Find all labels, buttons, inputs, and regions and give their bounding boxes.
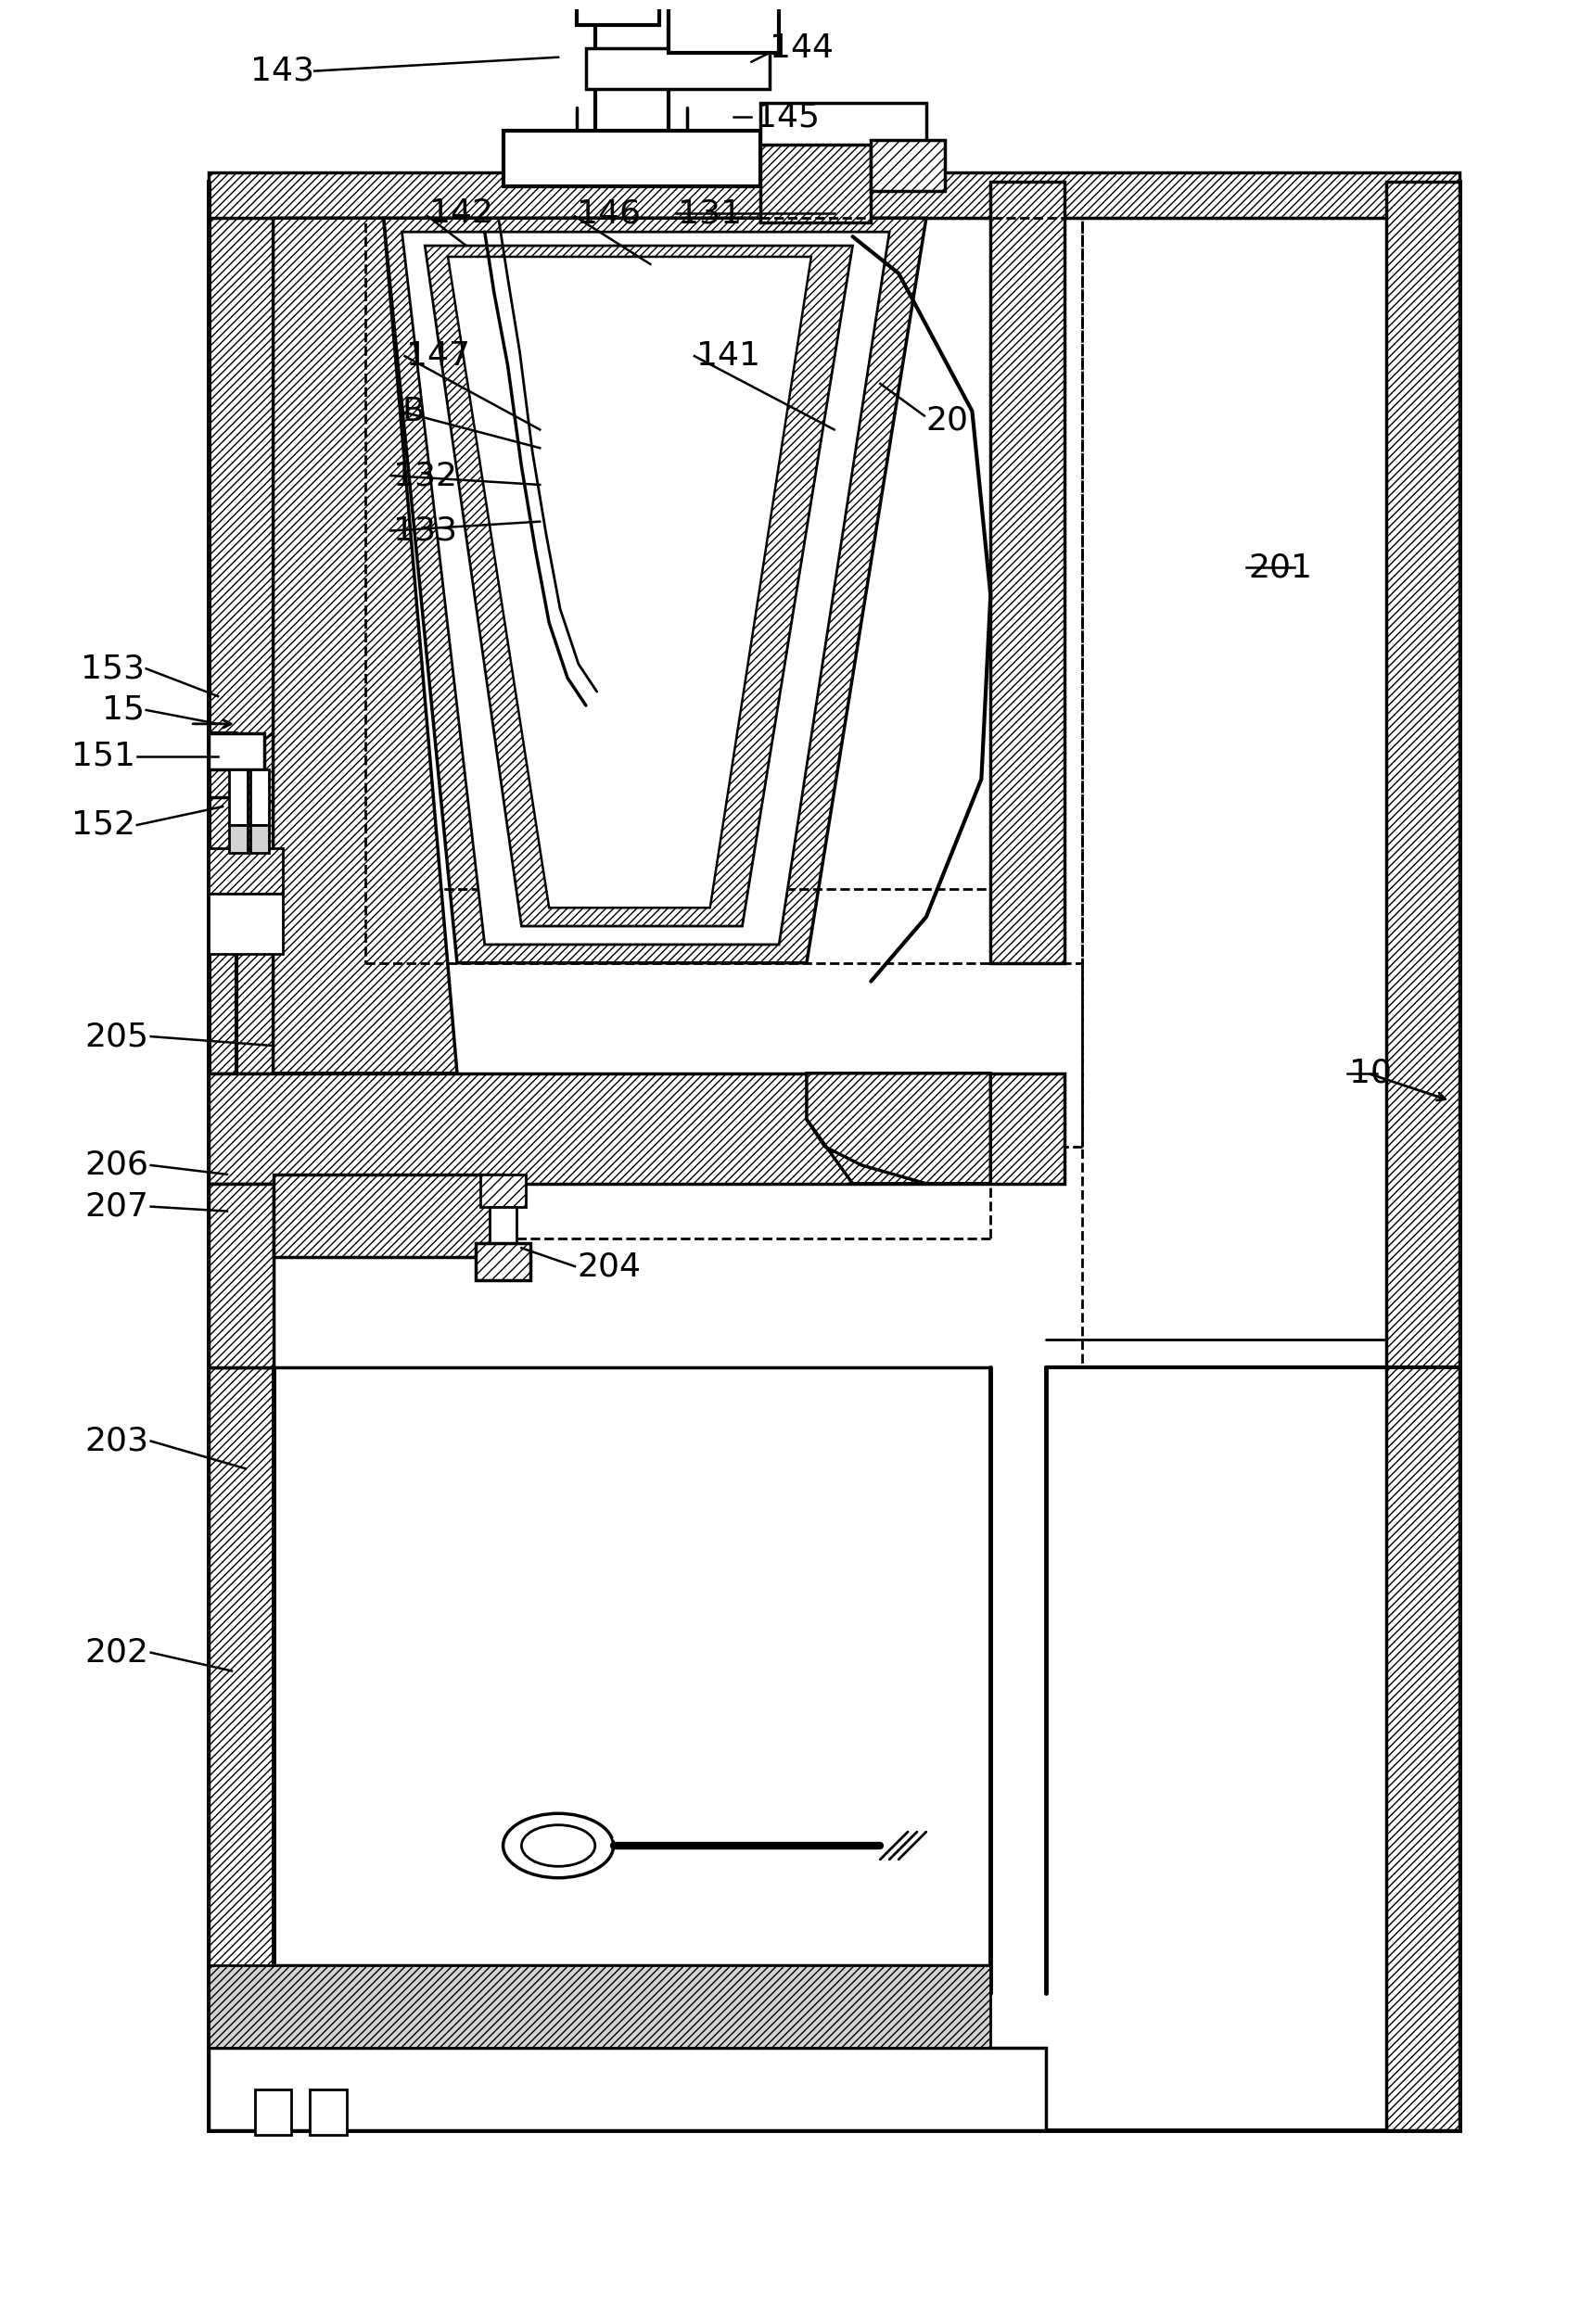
Polygon shape	[448, 256, 811, 909]
Polygon shape	[806, 1074, 991, 1183]
Bar	[669, 0, 779, 53]
Text: 146: 146	[577, 198, 640, 230]
Text: 201: 201	[1247, 551, 1313, 583]
Bar	[991, 181, 1064, 962]
Bar	[272, 1174, 503, 1257]
Ellipse shape	[503, 1813, 613, 1878]
Text: 203: 203	[84, 1425, 150, 1457]
Text: B: B	[401, 395, 425, 428]
Text: 144: 144	[769, 33, 833, 63]
Bar	[209, 181, 272, 1074]
Bar	[209, 1966, 991, 2047]
Bar	[209, 181, 1459, 2131]
Text: 206: 206	[84, 1150, 150, 1181]
Polygon shape	[401, 232, 889, 944]
Text: 131: 131	[679, 198, 742, 230]
Text: 147: 147	[406, 339, 470, 372]
Bar	[586, 49, 769, 88]
Bar	[229, 825, 247, 853]
Bar	[760, 139, 871, 223]
Text: 15: 15	[102, 695, 145, 725]
Text: 132: 132	[393, 460, 457, 490]
Bar	[209, 848, 282, 895]
Bar	[209, 732, 264, 769]
Bar	[1386, 181, 1459, 2131]
Bar	[209, 1074, 1064, 1183]
Bar	[255, 2089, 292, 2136]
Bar	[871, 139, 945, 191]
Text: 205: 205	[84, 1020, 150, 1053]
Text: 151: 151	[72, 741, 135, 772]
Bar	[503, 130, 760, 186]
Bar	[209, 895, 282, 953]
Text: 153: 153	[80, 653, 145, 686]
Text: 145: 145	[757, 102, 820, 132]
Bar	[577, 0, 660, 26]
Text: 142: 142	[430, 198, 494, 230]
Bar	[489, 1206, 516, 1243]
Polygon shape	[384, 218, 926, 962]
Bar	[209, 1183, 272, 1367]
Text: 152: 152	[72, 809, 135, 841]
Text: 204: 204	[577, 1250, 640, 1283]
Text: 20: 20	[926, 404, 969, 437]
Bar	[479, 1174, 526, 1206]
Bar	[250, 769, 269, 825]
Text: 133: 133	[393, 516, 457, 546]
Bar	[229, 769, 247, 825]
Text: 141: 141	[696, 339, 760, 372]
Bar	[209, 2047, 1045, 2131]
Bar	[272, 1367, 991, 1966]
Text: 143: 143	[250, 56, 314, 86]
Text: 207: 207	[84, 1190, 150, 1222]
Bar	[311, 2089, 347, 2136]
Polygon shape	[425, 246, 852, 927]
Ellipse shape	[521, 1824, 596, 1866]
Bar	[1083, 218, 1386, 1367]
Bar	[475, 1243, 530, 1281]
Bar	[760, 102, 926, 144]
Bar	[365, 218, 1083, 962]
Text: 202: 202	[84, 1636, 150, 1669]
Text: 10: 10	[1349, 1057, 1392, 1090]
Bar	[250, 825, 269, 853]
Bar	[209, 1367, 272, 1992]
Polygon shape	[272, 218, 457, 1074]
Bar	[209, 172, 1459, 218]
